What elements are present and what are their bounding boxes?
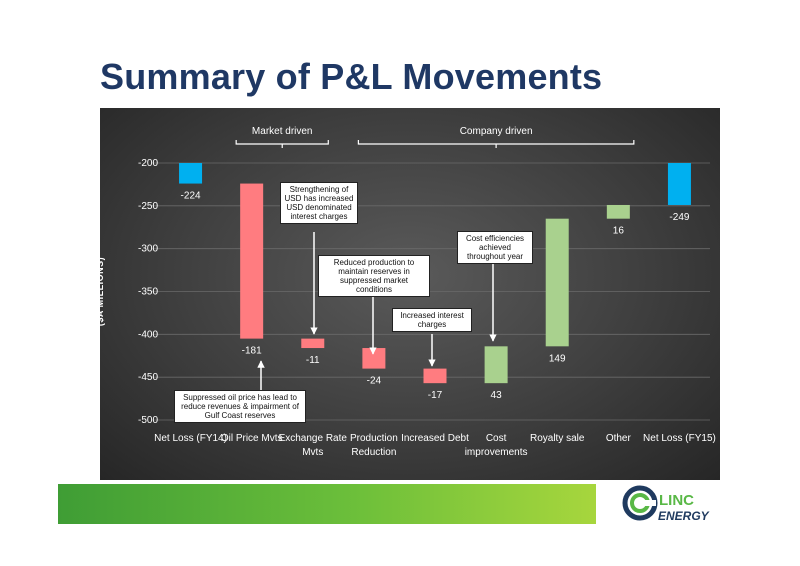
group-label: Company driven	[460, 126, 533, 137]
group-bracket	[235, 140, 329, 148]
chart-panel: -200 -250 -300 -350 -400 -450 -500 ($A MILLIONS…	[100, 108, 720, 480]
x-tick-label: Net Loss (FY15)	[643, 433, 716, 444]
callout-increased-debt: Increased interest charges	[392, 308, 472, 332]
company-logo: LINC ENERGY	[622, 485, 710, 523]
data-label: -249	[669, 212, 689, 223]
page-title: Summary of P&L Movements	[100, 56, 603, 97]
y-tick-label: -250	[138, 201, 158, 212]
y-tick-label: -500	[138, 415, 158, 426]
bar-0	[179, 163, 203, 184]
callout-oil-price: Suppressed oil price has lead to reduce …	[174, 390, 306, 423]
group-bracket	[357, 140, 635, 148]
data-label: 43	[491, 390, 503, 401]
x-tick-label: Mvts	[302, 447, 323, 458]
data-label: 16	[613, 226, 625, 237]
x-tick-label: improvements	[465, 447, 528, 458]
y-tick-label: -300	[138, 244, 158, 255]
y-tick-label: -400	[138, 329, 158, 340]
x-tick-label: Net Loss (FY14)	[154, 433, 227, 444]
data-label: -224	[181, 191, 201, 202]
data-label: -11	[306, 355, 320, 366]
x-tick-label: Exchange Rate	[279, 433, 348, 444]
bar-7	[606, 204, 630, 219]
y-axis-label: ($A MILLIONS)	[100, 257, 105, 326]
callout-exchange-rate: Strengthening of USD has increased USD d…	[280, 182, 358, 224]
x-tick-label: Reduction	[351, 447, 396, 458]
bar-4	[423, 368, 447, 384]
bar-5	[484, 346, 508, 384]
bar-1	[240, 183, 264, 339]
group-label: Market driven	[252, 126, 313, 137]
logo-text-bottom: ENERGY	[658, 509, 710, 523]
x-tick-label: Royalty sale	[530, 433, 585, 444]
bar-2	[301, 338, 325, 349]
logo-text-top: LINC	[659, 492, 694, 509]
x-tick-label: Oil Price Mvts	[221, 433, 283, 444]
data-label: -24	[367, 376, 382, 387]
x-tick-label: Production	[350, 433, 398, 444]
x-tick-label: Other	[606, 433, 632, 444]
bar-8	[667, 163, 691, 205]
data-label: 149	[549, 353, 566, 364]
bar-3	[362, 348, 386, 369]
callout-production: Reduced production to maintain reserves …	[318, 255, 430, 297]
data-label: -181	[242, 346, 262, 357]
x-tick-label: Cost	[486, 433, 507, 444]
footer-bar	[58, 484, 596, 524]
x-tick-label: Increased Debt	[401, 433, 469, 444]
y-tick-label: -350	[138, 287, 158, 298]
callout-cost-efficiencies: Cost efficiencies achieved throughout ye…	[457, 231, 533, 264]
y-tick-label: -450	[138, 372, 158, 383]
bar-6	[545, 218, 569, 347]
waterfall-chart: -200 -250 -300 -350 -400 -450 -500 ($A MILLIONS…	[100, 126, 716, 458]
y-tick-label: -200	[138, 158, 158, 169]
data-label: -17	[428, 390, 443, 401]
